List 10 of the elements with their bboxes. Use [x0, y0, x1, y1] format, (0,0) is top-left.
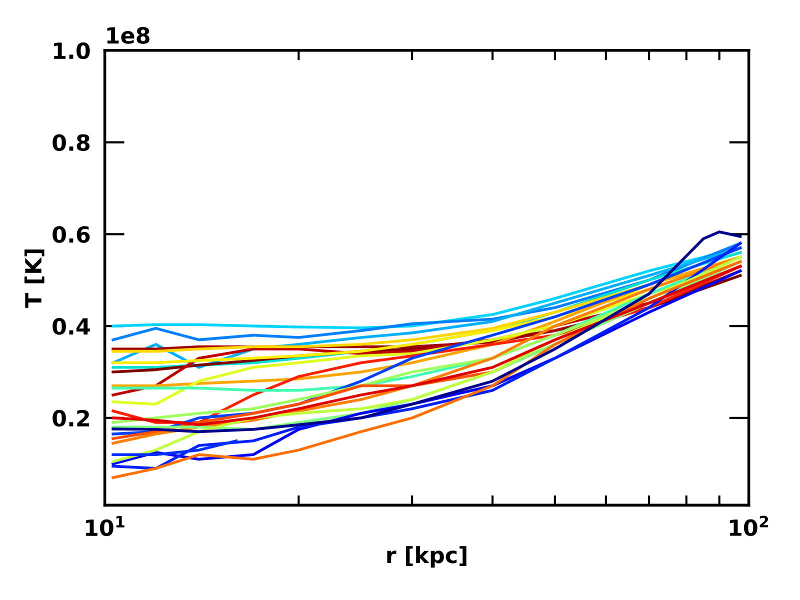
x-tick-label: 10$^{2}$: [730, 516, 768, 536]
y-axis-title: T [K]: [24, 249, 44, 308]
x-axis-title: r [kpc]: [387, 546, 466, 568]
y-tick-label: 0.6: [52, 226, 90, 243]
text: 1e8: [107, 27, 150, 44]
y-tick-label: 0.2: [52, 410, 89, 427]
y-tick-label: 0.8: [52, 134, 90, 152]
y-tick-label: 0.4: [52, 318, 90, 335]
y-tick-label: 1.0: [54, 42, 90, 60]
x-tick-label: 10$^{1}$: [86, 516, 124, 536]
